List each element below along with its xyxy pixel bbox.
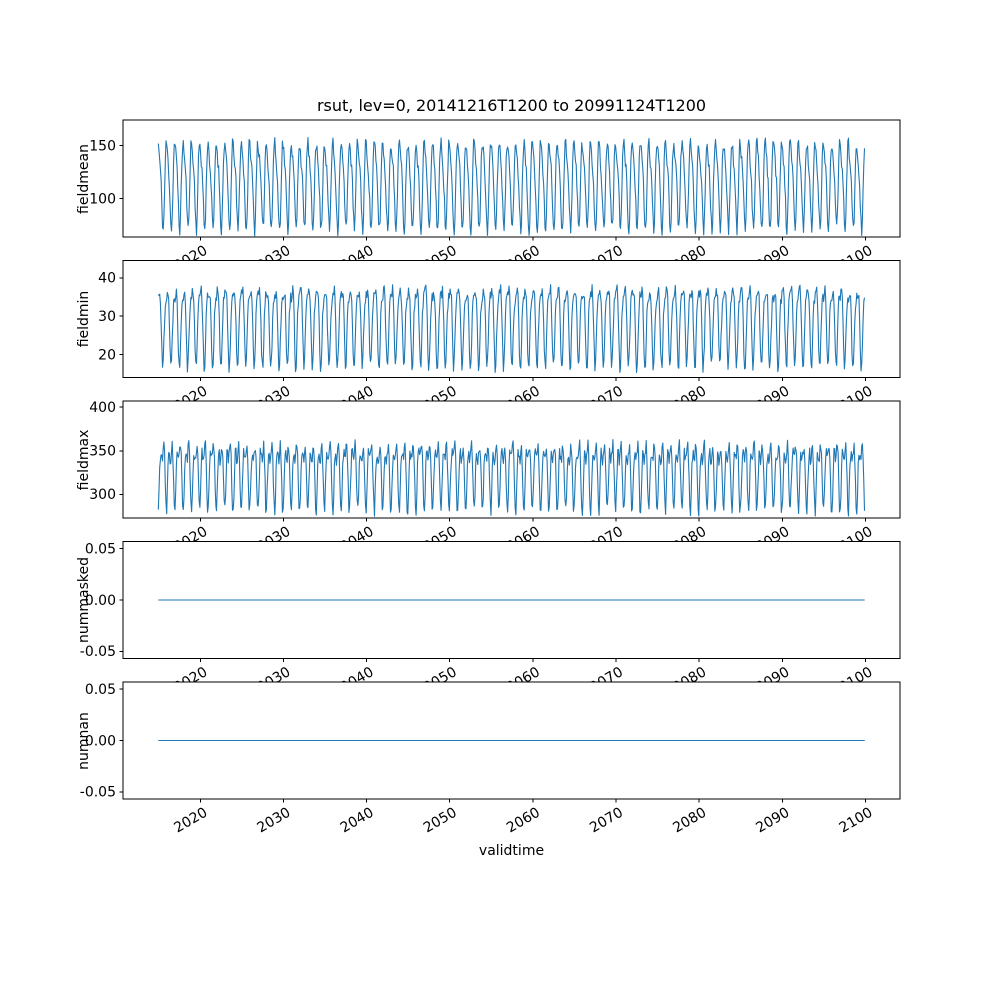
svg-text:2070: 2070 — [587, 805, 626, 837]
svg-text:2090: 2090 — [753, 664, 792, 696]
svg-text:2020: 2020 — [171, 524, 210, 556]
svg-text:2060: 2060 — [504, 383, 543, 415]
svg-text:2070: 2070 — [587, 664, 626, 696]
svg-text:2090: 2090 — [753, 243, 792, 275]
ylabel-numnan: numnan — [76, 711, 92, 770]
svg-text:2060: 2060 — [504, 805, 543, 837]
chart-title: rsut, lev=0, 20141216T1200 to 20991124T1… — [316, 96, 707, 115]
svg-text:2050: 2050 — [421, 383, 460, 415]
svg-text:2080: 2080 — [670, 243, 709, 275]
svg-text:100: 100 — [89, 192, 116, 208]
svg-text:2090: 2090 — [753, 524, 792, 556]
svg-text:2040: 2040 — [338, 805, 377, 837]
svg-text:2100: 2100 — [837, 524, 876, 556]
svg-text:0.05: 0.05 — [85, 542, 116, 558]
svg-text:150: 150 — [89, 138, 116, 154]
svg-text:40: 40 — [98, 271, 116, 287]
svg-text:2050: 2050 — [421, 243, 460, 275]
svg-text:2060: 2060 — [504, 664, 543, 696]
svg-text:2030: 2030 — [255, 664, 294, 696]
svg-text:2040: 2040 — [338, 664, 377, 696]
svg-text:20: 20 — [98, 347, 116, 363]
ylabel-fieldmean: fieldmean — [76, 143, 92, 214]
svg-text:2080: 2080 — [670, 383, 709, 415]
ylabel-nummasked: nummasked — [76, 556, 92, 644]
svg-text:2060: 2060 — [504, 243, 543, 275]
svg-text:2100: 2100 — [837, 243, 876, 275]
svg-text:2070: 2070 — [587, 524, 626, 556]
ylabel-fieldmin: fieldmin — [76, 290, 92, 348]
svg-text:0.05: 0.05 — [85, 682, 116, 698]
ylabel-fieldmax: fieldmax — [76, 429, 92, 490]
svg-text:2080: 2080 — [670, 524, 709, 556]
svg-text:300: 300 — [89, 487, 116, 503]
svg-text:-0.05: -0.05 — [80, 785, 116, 801]
svg-text:2050: 2050 — [421, 524, 460, 556]
svg-text:2020: 2020 — [171, 805, 210, 837]
svg-text:-0.05: -0.05 — [80, 644, 116, 660]
svg-text:2070: 2070 — [587, 243, 626, 275]
svg-text:2040: 2040 — [338, 243, 377, 275]
svg-text:400: 400 — [89, 400, 116, 416]
svg-text:2080: 2080 — [670, 664, 709, 696]
svg-text:2100: 2100 — [837, 805, 876, 837]
svg-text:2030: 2030 — [255, 243, 294, 275]
svg-text:2080: 2080 — [670, 805, 709, 837]
svg-text:2030: 2030 — [255, 383, 294, 415]
svg-text:350: 350 — [89, 444, 116, 460]
svg-text:2060: 2060 — [504, 524, 543, 556]
svg-text:2100: 2100 — [837, 383, 876, 415]
svg-text:2070: 2070 — [587, 383, 626, 415]
svg-text:30: 30 — [98, 309, 116, 325]
svg-text:2040: 2040 — [338, 524, 377, 556]
svg-text:2090: 2090 — [753, 383, 792, 415]
svg-text:2020: 2020 — [171, 664, 210, 696]
svg-text:2040: 2040 — [338, 383, 377, 415]
svg-text:2020: 2020 — [171, 243, 210, 275]
svg-text:2030: 2030 — [255, 524, 294, 556]
svg-text:2050: 2050 — [421, 664, 460, 696]
svg-text:2090: 2090 — [753, 805, 792, 837]
svg-text:2100: 2100 — [837, 664, 876, 696]
svg-text:2020: 2020 — [171, 383, 210, 415]
svg-text:2030: 2030 — [255, 805, 294, 837]
svg-text:2050: 2050 — [421, 805, 460, 837]
xlabel: validtime — [478, 843, 545, 859]
